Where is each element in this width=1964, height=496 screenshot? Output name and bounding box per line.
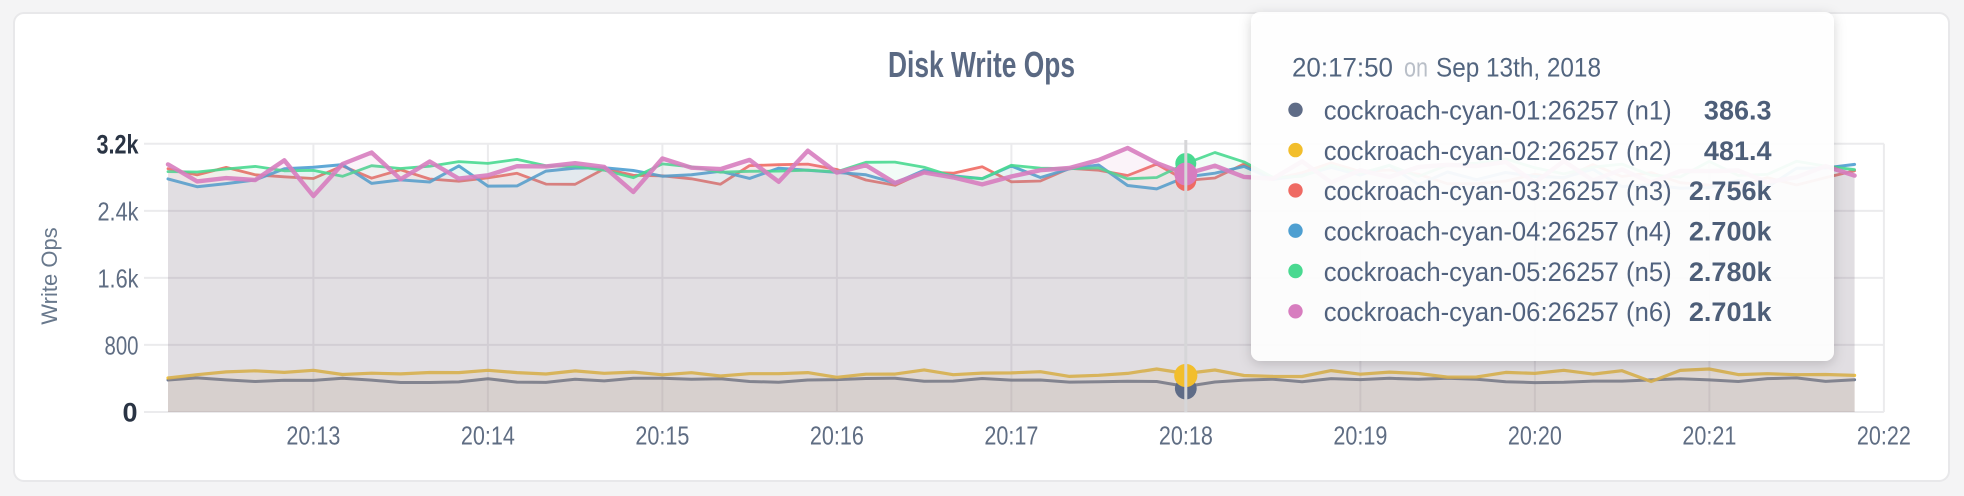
svg-text:2.701k: 2.701k (1689, 297, 1773, 327)
svg-text:20:19: 20:19 (1333, 421, 1387, 451)
svg-text:481.4: 481.4 (1704, 136, 1772, 166)
svg-text:20:13: 20:13 (286, 421, 340, 451)
svg-text:3.2k: 3.2k (97, 130, 140, 160)
svg-text:2.700k: 2.700k (1689, 217, 1773, 247)
svg-text:386.3: 386.3 (1704, 96, 1772, 126)
svg-text:2.756k: 2.756k (1689, 176, 1773, 206)
svg-text:Write Ops: Write Ops (37, 227, 62, 324)
svg-text:cockroach-cyan-04:26257 (n4): cockroach-cyan-04:26257 (n4) (1324, 217, 1672, 247)
svg-text:20:18: 20:18 (1159, 421, 1213, 451)
svg-text:20:21: 20:21 (1682, 421, 1736, 451)
svg-text:cockroach-cyan-05:26257 (n5): cockroach-cyan-05:26257 (n5) (1324, 257, 1672, 287)
svg-text:20:22: 20:22 (1857, 421, 1911, 451)
svg-text:0: 0 (122, 398, 137, 428)
svg-text:1.6k: 1.6k (98, 264, 140, 294)
svg-text:20:16: 20:16 (810, 421, 864, 451)
svg-text:cockroach-cyan-06:26257 (n6): cockroach-cyan-06:26257 (n6) (1324, 297, 1672, 327)
svg-text:on: on (1404, 53, 1428, 83)
svg-text:2.780k: 2.780k (1689, 257, 1773, 287)
svg-text:cockroach-cyan-03:26257 (n3): cockroach-cyan-03:26257 (n3) (1324, 176, 1672, 206)
svg-text:2.4k: 2.4k (98, 197, 140, 227)
svg-text:cockroach-cyan-02:26257 (n2): cockroach-cyan-02:26257 (n2) (1324, 136, 1672, 166)
svg-text:800: 800 (105, 331, 139, 361)
svg-text:Disk Write Ops: Disk Write Ops (888, 44, 1075, 85)
svg-text:cockroach-cyan-01:26257 (n1): cockroach-cyan-01:26257 (n1) (1324, 96, 1672, 126)
svg-text:20:17: 20:17 (984, 421, 1038, 451)
svg-text:20:14: 20:14 (461, 421, 515, 451)
svg-text:Sep 13th, 2018: Sep 13th, 2018 (1436, 53, 1601, 83)
svg-text:20:20: 20:20 (1508, 421, 1562, 451)
svg-text:20:17:50: 20:17:50 (1292, 53, 1393, 83)
svg-text:20:15: 20:15 (635, 421, 689, 451)
